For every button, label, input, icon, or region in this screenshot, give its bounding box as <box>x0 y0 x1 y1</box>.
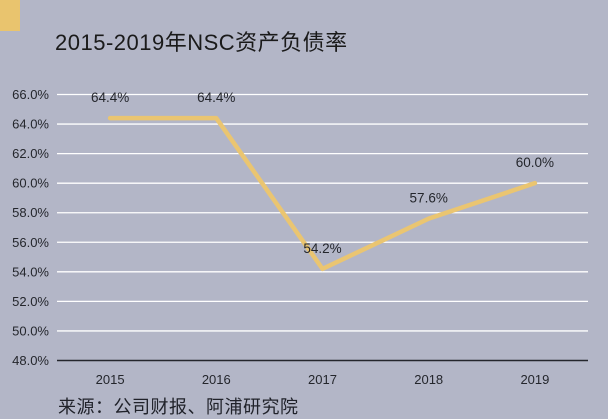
y-tick-label: 48.0% <box>12 353 49 368</box>
x-tick-label: 2017 <box>308 372 337 387</box>
chart-title: 2015-2019年NSC资产负债率 <box>55 30 348 55</box>
y-tick-label: 66.0% <box>12 87 49 102</box>
x-tick-label: 2018 <box>414 372 443 387</box>
y-tick-label: 62.0% <box>12 146 49 161</box>
data-point-label: 57.6% <box>410 191 448 206</box>
data-point-label: 64.4% <box>197 90 235 105</box>
y-tick-label: 56.0% <box>12 235 49 250</box>
data-point-label: 60.0% <box>516 155 554 170</box>
y-tick-label: 60.0% <box>12 176 49 191</box>
y-tick-label: 64.0% <box>12 117 49 132</box>
x-tick-label: 2016 <box>202 372 231 387</box>
source-attribution: 来源：公司财报、阿浦研究院 <box>58 397 299 417</box>
x-tick-label: 2019 <box>520 372 549 387</box>
series-line <box>107 115 538 272</box>
y-tick-label: 54.0% <box>12 264 49 279</box>
y-tick-label: 52.0% <box>12 294 49 309</box>
data-point-label: 54.2% <box>303 241 341 256</box>
x-tick-label: 2015 <box>96 372 125 387</box>
y-tick-label: 58.0% <box>12 205 49 220</box>
accent-square-decoration <box>0 0 20 31</box>
y-tick-label: 50.0% <box>12 323 49 338</box>
data-point-label: 64.4% <box>91 90 129 105</box>
